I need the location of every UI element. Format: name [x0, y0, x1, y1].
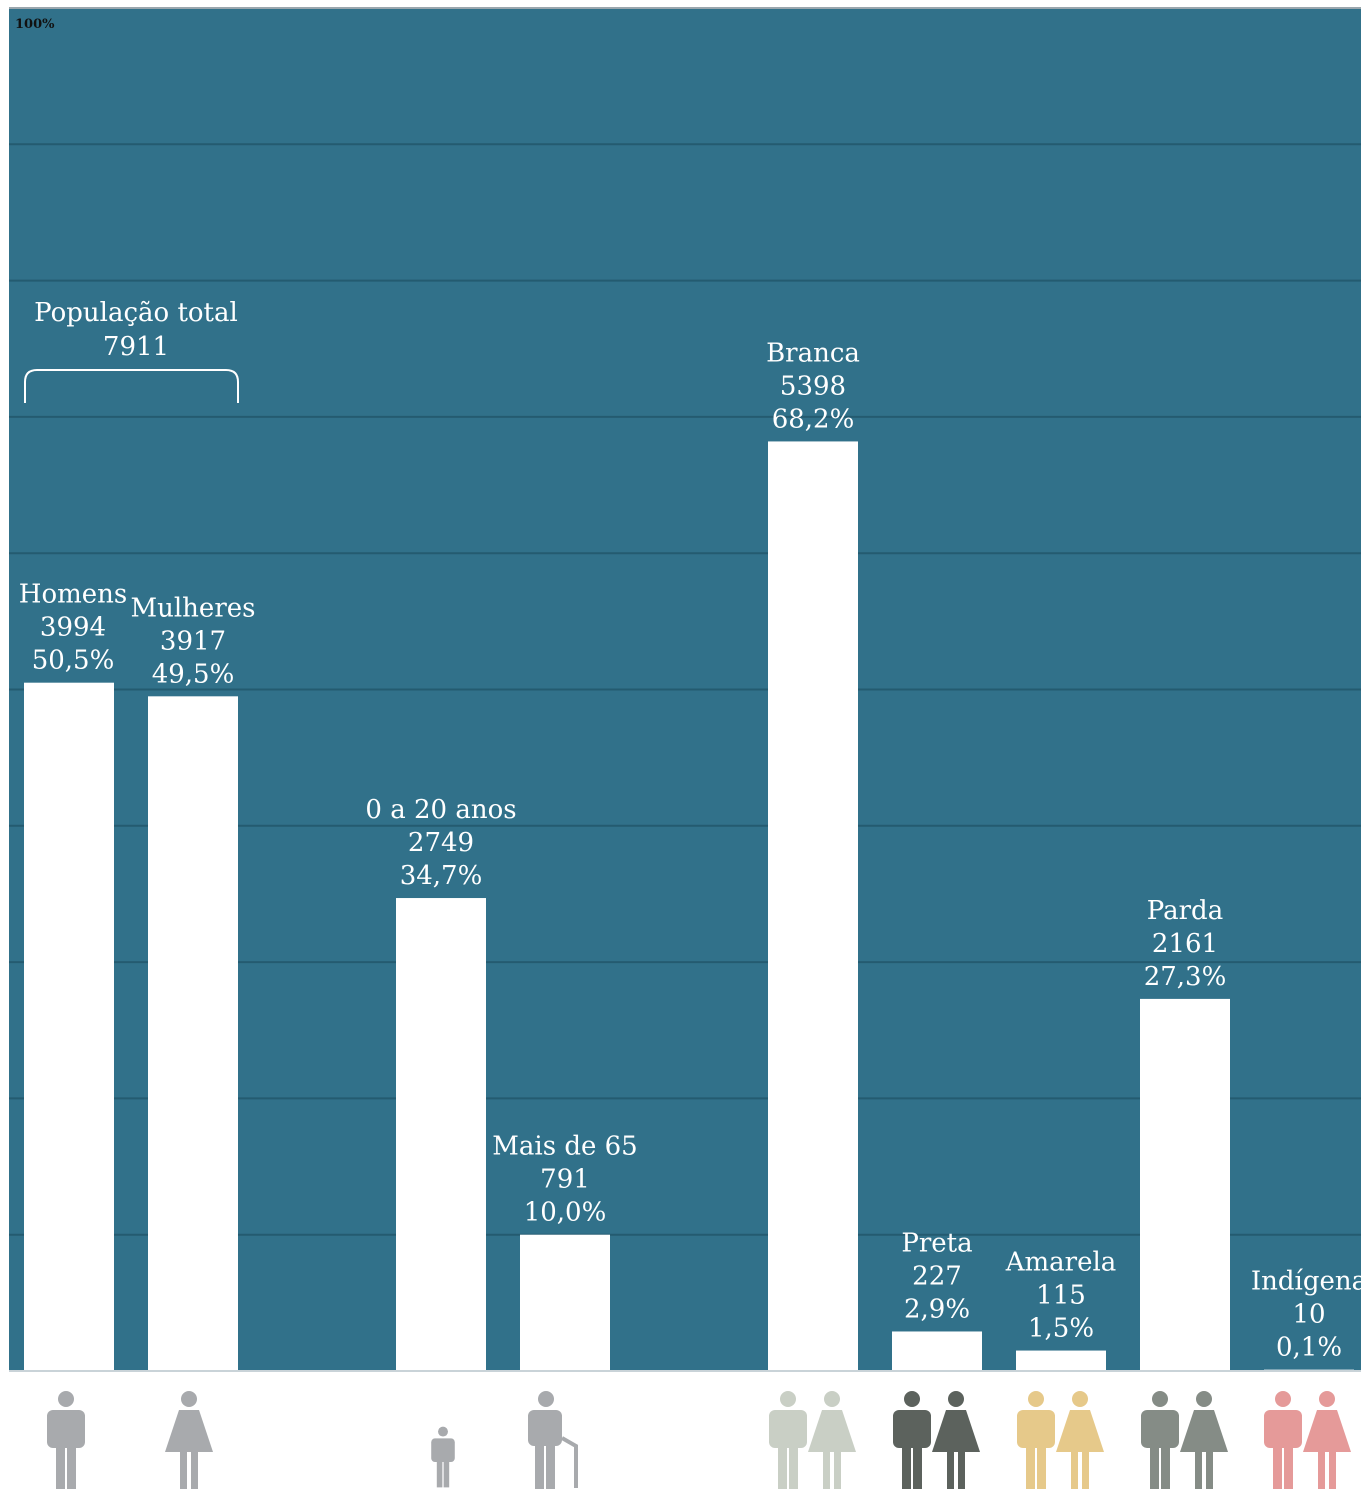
percent-label: 50,5% — [32, 646, 115, 676]
bar-parda — [1140, 998, 1230, 1371]
man-icon — [47, 1391, 85, 1489]
bar-mais-de-65 — [520, 1234, 610, 1371]
man-woman-icon — [1141, 1391, 1228, 1489]
count-label: 2749 — [408, 828, 474, 858]
count-label: 3994 — [40, 613, 106, 643]
count-label: 227 — [912, 1261, 962, 1291]
count-label: 3917 — [160, 626, 226, 656]
percent-label: 10,0% — [524, 1198, 607, 1228]
total-bracket — [24, 369, 239, 403]
man-woman-icon — [1017, 1391, 1104, 1489]
percent-label: 2,9% — [904, 1294, 970, 1324]
category-label: 0 a 20 anos — [365, 795, 516, 825]
percent-label: 27,3% — [1144, 962, 1227, 992]
total-value: 7911 — [103, 332, 169, 362]
category-label: Amarela — [1005, 1248, 1117, 1278]
category-label: Preta — [901, 1228, 972, 1258]
man-woman-icon — [769, 1391, 856, 1489]
child-icon — [431, 1426, 455, 1488]
elderly-person-icon — [528, 1391, 578, 1489]
total-population-annotation: População total 7911 — [24, 298, 239, 403]
category-label: Mais de 65 — [492, 1132, 637, 1162]
category-label: Homens — [19, 580, 127, 610]
count-label: 10 — [1292, 1300, 1325, 1330]
man-woman-icon — [1264, 1391, 1351, 1489]
percent-label: 68,2% — [772, 404, 855, 434]
bar-amarela — [1016, 1350, 1106, 1371]
y-axis-top-label: 100% — [15, 17, 55, 32]
bar-branca — [768, 441, 858, 1372]
percent-label: 49,5% — [152, 659, 235, 689]
count-label: 5398 — [780, 371, 846, 401]
percent-label: 0,1% — [1276, 1333, 1342, 1363]
count-label: 2161 — [1152, 929, 1218, 959]
icons-row — [47, 1391, 1351, 1489]
bar-mulheres — [148, 696, 238, 1371]
category-label: Indígena — [1251, 1267, 1362, 1297]
bar-preta — [892, 1331, 982, 1371]
man-woman-icon — [893, 1391, 980, 1489]
woman-icon — [165, 1391, 213, 1489]
percent-label: 1,5% — [1028, 1314, 1094, 1344]
bar-0-a-20-anos — [396, 898, 486, 1371]
total-label: População total — [34, 298, 238, 328]
count-label: 115 — [1036, 1281, 1086, 1311]
category-label: Branca — [766, 338, 860, 368]
count-label: 791 — [540, 1165, 590, 1195]
category-label: Mulheres — [131, 593, 256, 623]
bar-homens — [24, 682, 114, 1371]
percent-label: 34,7% — [400, 861, 483, 891]
category-label: Parda — [1147, 896, 1223, 926]
